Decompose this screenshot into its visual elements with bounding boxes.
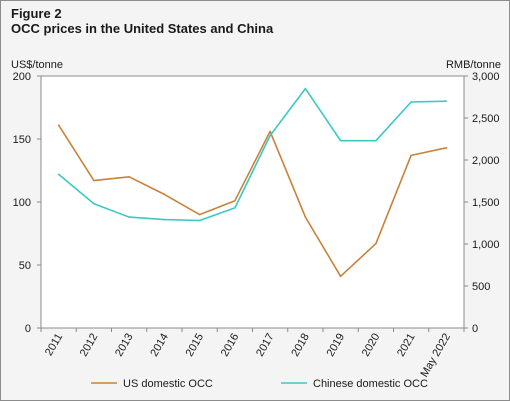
data-point xyxy=(375,242,377,245)
left-axis-unit-label: US$/tonne xyxy=(11,59,63,71)
left-tick-label: 200 xyxy=(13,71,31,83)
data-point xyxy=(304,87,307,90)
x-tick-label: 2011 xyxy=(43,332,65,358)
data-point xyxy=(163,193,166,196)
legend: US domestic OCC Chinese domestic OCC xyxy=(91,378,428,390)
x-tick-label: 2018 xyxy=(289,332,312,359)
data-point xyxy=(375,139,377,142)
data-point xyxy=(269,130,271,133)
data-point xyxy=(128,176,130,178)
data-point xyxy=(269,134,271,137)
x-tick-label: 2014 xyxy=(148,332,171,359)
data-point xyxy=(198,213,201,216)
data-point xyxy=(234,207,236,209)
x-tick-label: 2012 xyxy=(78,332,101,359)
series-line-2 xyxy=(58,87,447,222)
right-axis-unit-label: RMB/tonne xyxy=(446,59,501,71)
data-point xyxy=(410,101,412,103)
x-tick-label: 2021 xyxy=(395,332,418,359)
x-tick-label: May 2022 xyxy=(418,332,453,380)
left-tick-label: 150 xyxy=(13,134,31,146)
left-tick-label: 0 xyxy=(25,323,31,335)
x-axis: 2011 2012 2013 2014 2015 2016 2017 2018 2019 2020… xyxy=(40,328,465,380)
left-tick-label: 50 xyxy=(19,260,31,272)
data-point xyxy=(410,154,412,157)
x-tick-label: 2015 xyxy=(184,332,207,359)
data-point xyxy=(234,199,236,202)
data-point xyxy=(128,216,130,218)
right-tick-label: 1,500 xyxy=(472,197,500,209)
left-axis: 0 50 100 150 200 xyxy=(13,71,41,335)
x-tick-label: 2016 xyxy=(219,332,242,359)
series-lines xyxy=(57,87,448,278)
x-tick-label: 2013 xyxy=(113,332,136,359)
figure-title: OCC prices in the United States and Chin… xyxy=(11,21,274,36)
right-tick-label: 2,000 xyxy=(472,155,500,167)
plot-area xyxy=(40,75,465,329)
data-point xyxy=(163,218,166,221)
right-tick-label: 1,000 xyxy=(472,239,500,251)
figure-label: Figure 2 xyxy=(11,6,62,21)
data-point xyxy=(339,275,342,278)
data-point xyxy=(57,173,60,176)
data-point xyxy=(198,219,201,222)
right-axis: 0 500 1,000 1,500 2,000 2,500 3,000 xyxy=(464,71,500,335)
right-tick-label: 500 xyxy=(472,281,490,293)
legend-label: Chinese domestic OCC xyxy=(313,378,428,390)
data-point xyxy=(445,100,448,102)
data-point xyxy=(93,179,95,182)
left-tick-label: 100 xyxy=(13,197,31,209)
series-line-1 xyxy=(57,124,447,278)
data-point xyxy=(445,147,448,149)
data-point xyxy=(339,139,342,142)
data-point xyxy=(57,124,60,126)
legend-label: US domestic OCC xyxy=(123,378,213,390)
right-tick-label: 0 xyxy=(472,323,478,335)
x-tick-label: 2019 xyxy=(325,332,348,359)
right-tick-label: 3,000 xyxy=(472,71,500,83)
x-tick-label: 2020 xyxy=(360,332,383,359)
data-point xyxy=(304,216,307,218)
x-tick-label: 2017 xyxy=(254,332,277,359)
data-point xyxy=(93,202,95,205)
right-tick-label: 2,500 xyxy=(472,113,500,125)
